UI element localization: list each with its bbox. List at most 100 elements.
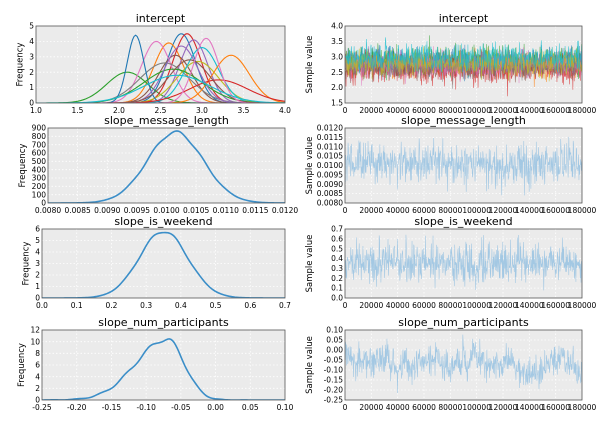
intercept-kde-xtick-label: 3.0 bbox=[196, 106, 208, 115]
slope-message-length-trace-series-group bbox=[345, 136, 582, 196]
slope-message-length-kde-ytick-label: 400 bbox=[32, 165, 47, 174]
slope-num-participants-kde-ytick-label: 8 bbox=[35, 349, 40, 358]
slope-is-weekend-trace-ylabel: Sample value bbox=[305, 235, 315, 293]
slope-message-length-kde-xtick-label: 0.0090 bbox=[94, 206, 120, 215]
intercept-kde-series-10 bbox=[36, 47, 285, 103]
slope-is-weekend-kde-ytick-label: 2 bbox=[35, 271, 40, 280]
slope-is-weekend-trace-ytick-label: 0.1 bbox=[331, 284, 343, 293]
intercept-trace-xtick-label: 80000 bbox=[438, 106, 462, 115]
slope-message-length-kde-xtick-label: 0.0085 bbox=[65, 206, 91, 215]
slope-num-participants-kde-xtick-label: -0.20 bbox=[67, 403, 87, 412]
slope-message-length-trace-xtick-label: 100000 bbox=[462, 206, 491, 215]
intercept-trace-series-10 bbox=[345, 37, 582, 74]
slope-num-participants-trace-xtick-label: 80000 bbox=[438, 403, 462, 412]
slope-num-participants-trace-xtick-label: 0 bbox=[343, 403, 348, 412]
slope-message-length-kde-title: slope_message_length bbox=[104, 114, 229, 127]
slope-num-participants-trace-ytick-label: -0.05 bbox=[324, 356, 344, 365]
slope-message-length-trace-ytick-label: 0.0080 bbox=[317, 199, 343, 208]
slope-message-length-trace-ytick-label: 0.0120 bbox=[317, 124, 343, 133]
slope-is-weekend-kde-ytick-label: 0 bbox=[35, 294, 40, 303]
slope-num-participants-trace-xtick-label: 20000 bbox=[359, 403, 383, 412]
intercept-kde-series-1 bbox=[36, 33, 285, 103]
slope-is-weekend-trace-xtick-label: 0 bbox=[343, 301, 348, 310]
slope-num-participants-kde-panel: -0.25 -0.20 -0.15 -0.10 -0.05 0.00 0.05 0.10 0 2 4… bbox=[17, 316, 294, 412]
slope-message-length-trace-xtick-label: 120000 bbox=[489, 206, 518, 215]
slope-is-weekend-trace-xtick-label: 140000 bbox=[515, 301, 544, 310]
slope-num-participants-kde-xtick-label: 0.00 bbox=[207, 403, 224, 412]
slope-num-participants-trace-xtick-label: 180000 bbox=[568, 403, 597, 412]
slope-is-weekend-kde-xtick-label: 0.5 bbox=[210, 301, 222, 310]
slope-is-weekend-trace-ytick-label: 0.7 bbox=[331, 225, 343, 234]
slope-is-weekend-trace-xtick-label: 60000 bbox=[412, 301, 436, 310]
slope-is-weekend-trace-xtick-label: 80000 bbox=[438, 301, 462, 310]
slope-num-participants-trace-xtick-label: 160000 bbox=[541, 403, 570, 412]
slope-message-length-trace-ytick-label: 0.0115 bbox=[317, 133, 343, 142]
intercept-kde-frame bbox=[35, 25, 286, 104]
intercept-trace-ytick-label: 4.0 bbox=[331, 22, 343, 31]
slope-is-weekend-kde-frame bbox=[41, 228, 286, 299]
slope-message-length-kde-xtick-label: 0.0095 bbox=[124, 206, 150, 215]
slope-is-weekend-kde-xtick-label: 0.6 bbox=[244, 301, 256, 310]
intercept-trace-xtick-label: 0 bbox=[343, 106, 348, 115]
slope-is-weekend-trace-title: slope_is_weekend bbox=[414, 215, 512, 228]
slope-message-length-trace-xtick-label: 0 bbox=[343, 206, 348, 215]
intercept-trace-xtick-label: 100000 bbox=[462, 106, 491, 115]
intercept-kde-series-14 bbox=[36, 79, 285, 103]
slope-num-participants-kde-ytick-label: 6 bbox=[35, 361, 40, 370]
slope-is-weekend-trace-xtick-label: 20000 bbox=[359, 301, 383, 310]
slope-message-length-trace-frame bbox=[344, 127, 583, 204]
slope-num-participants-kde-ytick-label: 10 bbox=[30, 337, 40, 346]
slope-message-length-trace-xtick-label: 80000 bbox=[438, 206, 462, 215]
intercept-trace-series-group bbox=[345, 35, 582, 97]
slope-is-weekend-trace-xtick-label: 180000 bbox=[568, 301, 597, 310]
slope-message-length-trace-ytick-label: 0.0110 bbox=[317, 142, 343, 151]
intercept-trace-xtick-label: 60000 bbox=[412, 106, 436, 115]
intercept-kde-ytick-label: 5 bbox=[29, 22, 34, 31]
slope-message-length-trace-ytick-label: 0.0095 bbox=[317, 170, 343, 179]
slope-is-weekend-kde-xtick-label: 0.7 bbox=[279, 301, 291, 310]
slope-is-weekend-kde-xtick-label: 0.4 bbox=[175, 301, 187, 310]
slope-message-length-kde-xtick-label: 0.0080 bbox=[35, 206, 61, 215]
slope-num-participants-kde-xtick-label: 0.05 bbox=[242, 403, 259, 412]
slope-message-length-kde-ytick-label: 0 bbox=[41, 199, 46, 208]
slope-num-participants-trace-xtick-label: 60000 bbox=[412, 403, 436, 412]
slope-num-participants-kde-ylabel: Frequency bbox=[17, 343, 27, 387]
intercept-trace-ytick-label: 2.5 bbox=[331, 68, 343, 77]
slope-num-participants-trace-ytick-label: 0.05 bbox=[326, 336, 343, 345]
slope-message-length-kde-ytick-label: 600 bbox=[32, 149, 47, 158]
intercept-kde-series-2 bbox=[36, 42, 285, 103]
slope-message-length-kde-panel: 0.0080 0.0085 0.0090 0.0095 0.0100 0.0105 0.01… bbox=[18, 114, 298, 215]
slope-message-length-kde-ylabel: Frequency bbox=[18, 144, 28, 188]
slope-message-length-kde-xtick-label: 0.0115 bbox=[242, 206, 268, 215]
slope-num-participants-kde-xtick-label: -0.25 bbox=[32, 403, 52, 412]
slope-is-weekend-kde-title: slope_is_weekend bbox=[114, 215, 212, 228]
intercept-kde-series-16 bbox=[36, 59, 285, 103]
slope-num-participants-trace-ytick-label: -0.25 bbox=[324, 396, 344, 405]
slope-is-weekend-kde-panel: 0.0 0.1 0.2 0.3 0.4 0.5 0.6 0.7 0 1 2 3 4 5 6 slope_is_… bbox=[21, 215, 291, 310]
slope-message-length-trace-xtick-label: 140000 bbox=[515, 206, 544, 215]
slope-message-length-trace-ytick-label: 0.0090 bbox=[317, 180, 343, 189]
slope-is-weekend-kde-ytick-label: 4 bbox=[35, 248, 40, 257]
slope-num-participants-trace-series-1 bbox=[345, 334, 582, 394]
intercept-trace-frame bbox=[344, 25, 583, 104]
slope-message-length-kde-frame bbox=[47, 127, 286, 204]
slope-message-length-kde-ytick-label: 300 bbox=[32, 174, 47, 183]
slope-message-length-trace-xtick-label: 60000 bbox=[412, 206, 436, 215]
slope-num-participants-trace-xtick-label: 120000 bbox=[489, 403, 518, 412]
slope-is-weekend-trace-ytick-label: 0.0 bbox=[331, 294, 343, 303]
slope-num-participants-trace-xtick-label: 100000 bbox=[462, 403, 491, 412]
slope-num-participants-kde-xtick-label: -0.10 bbox=[136, 403, 156, 412]
slope-message-length-kde-series-1 bbox=[48, 130, 285, 203]
slope-is-weekend-kde-plot-area bbox=[42, 229, 285, 298]
slope-is-weekend-trace-xtick-label: 120000 bbox=[489, 301, 518, 310]
slope-is-weekend-kde-xtick-label: 0.3 bbox=[140, 301, 152, 310]
slope-is-weekend-kde-xtick-label: 0.2 bbox=[105, 301, 117, 310]
slope-is-weekend-trace-xtick-label: 40000 bbox=[386, 301, 410, 310]
slope-message-length-trace-series-1 bbox=[345, 136, 582, 196]
intercept-kde-ytick-label: 1 bbox=[29, 83, 34, 92]
slope-num-participants-trace-xtick-label: 40000 bbox=[386, 403, 410, 412]
slope-num-participants-trace-ytick-label: -0.20 bbox=[324, 386, 344, 395]
slope-is-weekend-trace-panel: 0 20000 40000 60000 80000 1000001200001400001… bbox=[305, 215, 597, 310]
intercept-trace-xtick-label: 140000 bbox=[515, 106, 544, 115]
slope-is-weekend-trace-ytick-label: 0.6 bbox=[331, 234, 343, 243]
